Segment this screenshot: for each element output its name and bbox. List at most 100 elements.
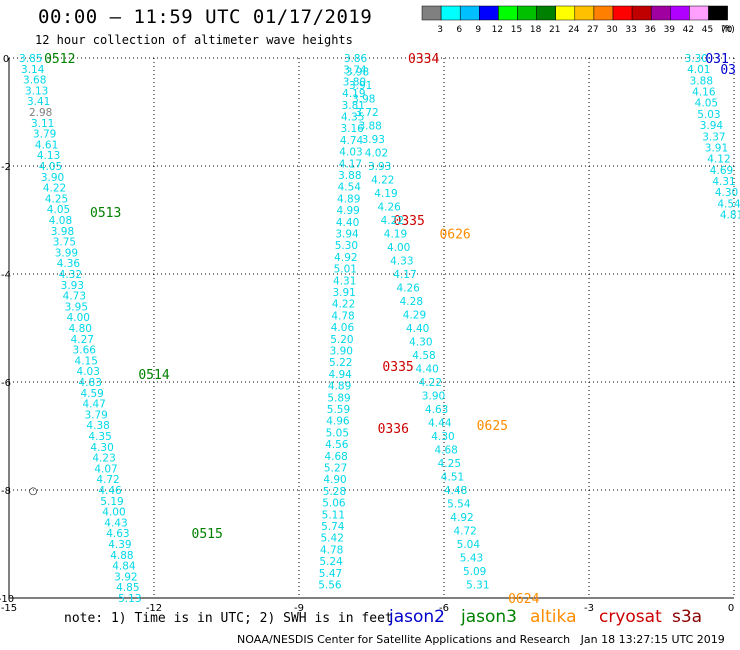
- swh-value-label: 3.94: [335, 229, 359, 241]
- swh-value-label: 3.92: [114, 571, 137, 583]
- colorbar-tick-label: 24: [568, 25, 580, 35]
- swh-value-label: 4.19: [374, 188, 397, 200]
- swh-value-label: 4.26: [396, 283, 420, 295]
- swh-value-label: 3.88: [690, 75, 713, 87]
- swh-value-label: 4.16: [692, 87, 716, 99]
- swh-value-label: 5.47: [319, 568, 342, 580]
- pass-time-label: 0625: [477, 419, 508, 434]
- colorbar-tick-label: 15: [511, 25, 522, 35]
- pass-time-label: 031: [705, 52, 728, 67]
- pass-time-label: 0513: [90, 206, 121, 221]
- swh-value-label: 4.46: [98, 485, 122, 497]
- swh-value-label: 3.93: [362, 134, 385, 146]
- colorbar-tick-label: 33: [625, 25, 636, 35]
- swh-value-label: 3.94: [700, 120, 724, 132]
- swh-value-label: 4.63: [425, 404, 448, 416]
- swh-value-label: 4.22: [371, 175, 394, 187]
- swh-value-label: 4.38: [86, 420, 109, 432]
- swh-value-label: 4.89: [328, 381, 351, 393]
- swh-value-label: 4.58: [412, 350, 435, 362]
- legend-jason2: jason2: [389, 607, 445, 627]
- swh-value-label: 5.04: [457, 539, 481, 551]
- swh-value-label: 3.98: [352, 94, 375, 106]
- y-tick-label: -8: [1, 486, 11, 497]
- swh-value-label: 5.01: [334, 264, 357, 276]
- swh-value-label: 4.72: [96, 474, 119, 486]
- swh-value-label: 5.59: [327, 404, 350, 416]
- swh-value-label: 4.78: [320, 544, 343, 556]
- swh-value-label: 3.30: [685, 53, 708, 65]
- pass-time-label: 0335: [382, 360, 413, 375]
- swh-value-label: 4.99: [336, 205, 359, 217]
- swh-value-label: 4.51: [441, 472, 464, 484]
- swh-value-label: 3.13: [25, 85, 48, 97]
- swh-value-label: 5.06: [322, 498, 346, 510]
- colorbar-tick-label: 70: [721, 25, 733, 35]
- swh-value-label: 5.30: [335, 240, 358, 252]
- swh-value-label: 4.69: [710, 165, 733, 177]
- swh-value-label: 5.89: [327, 392, 350, 404]
- swh-value-label: 5.11: [322, 509, 345, 521]
- y-tick-label: -2: [1, 162, 11, 173]
- swh-value-label: 4.92: [450, 512, 473, 524]
- swh-value-label: 4.81: [720, 210, 740, 222]
- swh-value-label: 4.30: [715, 187, 738, 199]
- swh-value-label: 3.88: [358, 121, 381, 133]
- swh-value-label: 5.74: [321, 521, 345, 533]
- colorbar-tick-label: 9: [475, 25, 481, 35]
- colorbar-tick-label: 27: [587, 25, 598, 35]
- swh-value-label: 4.89: [337, 193, 360, 205]
- swh-value-label: 4.22: [381, 215, 404, 227]
- swh-value-label: 4.19: [384, 229, 407, 241]
- swh-value-label: 4.19: [342, 88, 365, 100]
- swh-value-label: 4.59: [80, 388, 103, 400]
- swh-value-label: 4.05: [47, 204, 70, 216]
- colorbar-swatch: [708, 5, 728, 21]
- swh-value-label: 4.01: [687, 64, 710, 76]
- swh-value-label: 4.68: [434, 445, 457, 457]
- swh-value-label: 5.22: [329, 357, 352, 369]
- swh-value-label: 3.81: [342, 100, 365, 112]
- colorbar-tick-label: 21: [549, 25, 560, 35]
- swh-value-label: 4.22: [419, 377, 442, 389]
- swh-value-label: 3.66: [73, 345, 97, 357]
- swh-value-label: 4.17: [393, 269, 416, 281]
- swh-value-label: 5.28: [323, 486, 346, 498]
- colorbar-tick-label: 36: [644, 25, 656, 35]
- swh-value-label: 3.93: [368, 161, 391, 173]
- x-tick-label: -15: [1, 603, 17, 614]
- y-tick-label: 0: [3, 54, 9, 65]
- swh-value-label: 4.33: [390, 256, 413, 268]
- swh-value-label: 5.24: [319, 556, 343, 568]
- swh-value-label: 4.54: [717, 198, 740, 210]
- buoy-marker: ○: [29, 486, 38, 497]
- swh-value-label: 3.88: [338, 170, 361, 182]
- swh-value-label: 4.15: [75, 355, 98, 367]
- swh-value-label: 4.25: [438, 458, 461, 470]
- swh-value-label: 3.85: [19, 53, 42, 65]
- swh-value-label: 5.20: [330, 334, 353, 346]
- swh-value-label: 4.02: [365, 148, 388, 160]
- swh-value-label: 2.98: [29, 107, 52, 119]
- swh-value-label: 4.06: [331, 322, 355, 334]
- pass-time-label: 0626: [439, 228, 470, 243]
- legend-s3a: s3a: [672, 607, 703, 627]
- swh-value-label: 4.26: [377, 202, 401, 214]
- swh-value-label: 4.35: [341, 112, 364, 124]
- x-tick-label: -9: [294, 603, 304, 614]
- swh-value-label: 3.80: [343, 76, 366, 88]
- swh-value-label: 4.35: [88, 431, 111, 443]
- swh-value-label: 4.03: [77, 366, 100, 378]
- swh-value-label: 4.05: [695, 98, 718, 110]
- legend-cryosat: cryosat: [599, 607, 662, 627]
- swh-value-label: 4.17: [339, 158, 362, 170]
- swh-value-label: 3.37: [702, 131, 725, 143]
- swh-value-label: 3.90: [330, 346, 353, 358]
- swh-value-label: 4.74: [340, 135, 364, 147]
- swh-value-label: 4.32: [59, 269, 82, 281]
- colorbar-tick-label: 18: [530, 25, 542, 35]
- swh-value-label: 4.29: [403, 310, 426, 322]
- swh-value-label: 4.94: [328, 369, 352, 381]
- swh-value-label: 5.05: [326, 427, 349, 439]
- swh-value-label: 5.09: [463, 566, 486, 578]
